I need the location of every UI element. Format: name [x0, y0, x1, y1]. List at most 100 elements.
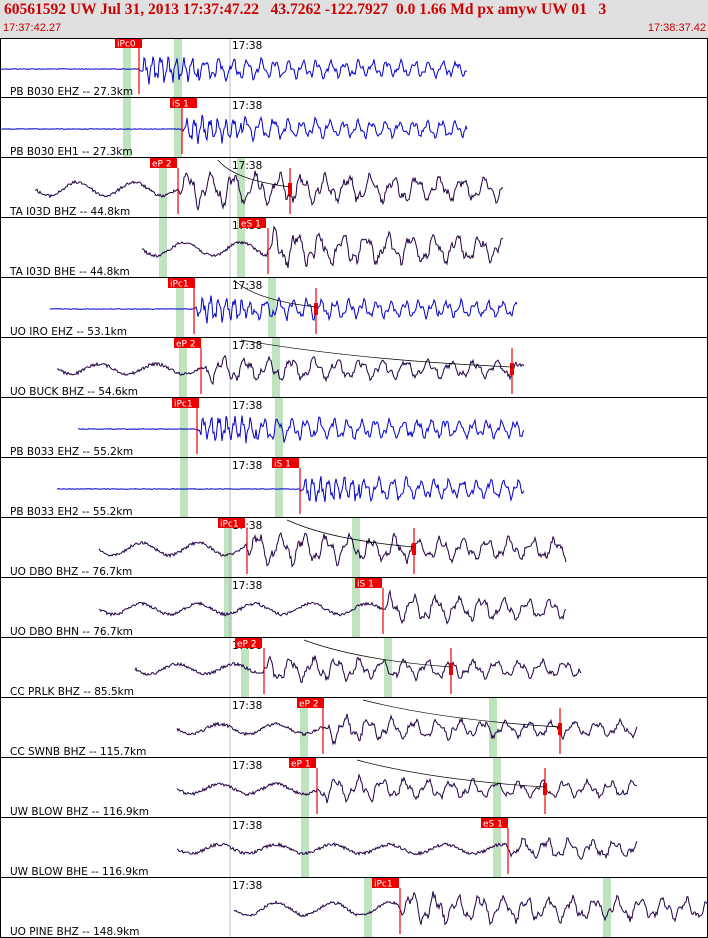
- trace-row[interactable]: 17:38 iS 1 PB B033 EH2 -- 55.2km: [0, 458, 708, 518]
- pick-window-marker: [384, 638, 392, 698]
- phase-pick-flag[interactable]: [239, 218, 266, 228]
- minute-tick-label: 17:38: [232, 40, 262, 52]
- phase-pick-flag[interactable]: [355, 578, 382, 588]
- pick-window-marker: [493, 818, 501, 878]
- pick-window-marker: [272, 338, 280, 398]
- coda-pick-marker[interactable]: [449, 663, 453, 675]
- phase-pick-label: iPc1: [374, 880, 393, 890]
- waveform-trace: [56, 475, 525, 503]
- trace-row[interactable]: 17:38 eP 1 UW BLOW BHZ -- 116.9km: [0, 758, 708, 818]
- station-channel-label: CC SWNB BHZ -- 115.7km: [10, 746, 146, 758]
- pick-window-marker: [352, 518, 360, 578]
- phase-pick-flag[interactable]: [115, 38, 142, 48]
- phase-pick-flag[interactable]: [150, 158, 177, 168]
- pick-window-marker: [268, 278, 276, 338]
- trace-row[interactable]: 17:38 eS 1 UW BLOW BHE -- 116.9km: [0, 818, 708, 878]
- coda-pick-marker[interactable]: [558, 723, 562, 735]
- pick-window-marker: [301, 818, 309, 878]
- phase-pick-flag[interactable]: [372, 878, 399, 888]
- waveform-trace: [77, 415, 525, 444]
- station-channel-label: PB B033 EH2 -- 55.2km: [10, 506, 133, 518]
- coda-pick-marker[interactable]: [412, 543, 416, 555]
- phase-pick-flag[interactable]: [218, 518, 245, 528]
- waveform-trace: [141, 225, 504, 269]
- waveform-trace: [98, 531, 567, 568]
- minute-tick-label: 17:38: [232, 280, 262, 292]
- seismogram-panel: 17:38 iPc0 PB B030 EHZ -- 27.3km 17:38 iS 1 P…: [0, 38, 708, 938]
- window-end-time: 17:38:37.42: [647, 22, 706, 34]
- station-channel-label: TA I03D BHE -- 44.8km: [9, 266, 130, 278]
- minute-tick-label: 17:38: [232, 340, 262, 352]
- trace-row[interactable]: 17:38 eP 2 TA I03D BHZ -- 44.8km: [0, 158, 708, 218]
- pick-window-marker: [159, 158, 167, 218]
- station-channel-label: UW BLOW BHE -- 116.9km: [10, 866, 148, 878]
- waveform-trace: [0, 56, 467, 85]
- phase-pick-flag[interactable]: [297, 698, 324, 708]
- event-header: 60561592 UW Jul 31, 2013 17:37:47.22 43.…: [0, 0, 708, 38]
- coda-pick-marker[interactable]: [543, 783, 547, 795]
- trace-row[interactable]: 17:38 eP 2 UO BUCK BHZ -- 54.6km: [0, 338, 708, 398]
- pick-window-marker: [180, 398, 188, 458]
- minute-tick-label: 17:38: [232, 880, 262, 892]
- phase-pick-flag[interactable]: [272, 458, 299, 468]
- station-channel-label: PB B030 EH1 -- 27.3km: [10, 146, 133, 158]
- coda-pick-marker[interactable]: [510, 363, 514, 375]
- station-channel-label: UO DBO BHN -- 76.7km: [10, 626, 133, 638]
- waveform-trace: [134, 655, 582, 683]
- pick-window-marker: [493, 758, 501, 818]
- coda-guide-curve: [217, 159, 291, 188]
- trace-row[interactable]: 17:38 iS 1 PB B030 EH1 -- 27.3km: [0, 98, 708, 158]
- phase-pick-label: iPc0: [117, 40, 136, 50]
- phase-pick-label: iPc1: [170, 280, 189, 290]
- pick-window-marker: [180, 458, 188, 518]
- phase-pick-flag[interactable]: [174, 338, 201, 348]
- pick-window-marker: [364, 878, 372, 938]
- phase-pick-label: iPc1: [220, 520, 239, 530]
- coda-pick-marker[interactable]: [314, 303, 318, 315]
- coda-guide-curve: [362, 699, 561, 728]
- pick-window-marker: [123, 98, 131, 158]
- phase-pick-flag[interactable]: [172, 398, 199, 408]
- pick-window-marker: [275, 458, 283, 518]
- pick-window-marker: [300, 698, 308, 758]
- phase-pick-flag[interactable]: [168, 278, 195, 288]
- event-title: 60561592 UW Jul 31, 2013 17:37:47.22 43.…: [4, 1, 607, 18]
- waveform-trace: [56, 354, 525, 386]
- trace-row[interactable]: 17:38 iPc1 UO IRO EHZ -- 53.1km: [0, 278, 708, 338]
- phase-pick-label: eP 2: [176, 340, 196, 350]
- pick-window-marker: [301, 758, 309, 818]
- phase-pick-label: iS 1: [274, 460, 291, 470]
- trace-row[interactable]: 17:38 iS 1 UO DBO BHN -- 76.7km: [0, 578, 708, 638]
- waveform-trace: [176, 773, 638, 804]
- trace-row[interactable]: 17:38 iPc0 PB B030 EHZ -- 27.3km: [0, 38, 708, 98]
- pick-window-marker: [237, 218, 245, 278]
- pick-window-marker: [174, 98, 182, 158]
- waveform-trace: [0, 114, 468, 145]
- phase-pick-label: iPc1: [174, 400, 193, 410]
- pick-window-marker: [179, 338, 187, 398]
- coda-pick-marker[interactable]: [288, 183, 292, 195]
- waveform-trace: [176, 713, 638, 746]
- station-channel-label: UO DBO BHZ -- 76.7km: [10, 566, 132, 578]
- station-channel-label: PB B033 EHZ -- 55.2km: [10, 446, 133, 458]
- phase-pick-label: eP 2: [237, 640, 257, 650]
- station-channel-label: PB B030 EHZ -- 27.3km: [10, 86, 133, 98]
- window-start-time: 17:37:42.27: [3, 22, 62, 34]
- trace-row[interactable]: 17:38 iPc1 PB B033 EHZ -- 55.2km: [0, 398, 708, 458]
- phase-pick-label: eS 1: [241, 220, 261, 230]
- coda-guide-curve: [233, 279, 317, 308]
- trace-row[interactable]: 17:38 iPc1 UO PINE BHZ -- 148.9km: [0, 878, 708, 938]
- pick-window-marker: [489, 698, 497, 758]
- pick-window-marker: [237, 158, 245, 218]
- station-channel-label: CC PRLK BHZ -- 85.5km: [10, 686, 134, 698]
- phase-pick-flag[interactable]: [170, 98, 197, 108]
- trace-row[interactable]: 17:38 eP 2 CC SWNB BHZ -- 115.7km: [0, 698, 708, 758]
- phase-pick-flag[interactable]: [481, 818, 508, 828]
- station-channel-label: UO BUCK BHZ -- 54.6km: [10, 386, 138, 398]
- pick-window-marker: [123, 38, 131, 98]
- phase-pick-flag[interactable]: [289, 758, 316, 768]
- phase-pick-flag[interactable]: [235, 638, 262, 648]
